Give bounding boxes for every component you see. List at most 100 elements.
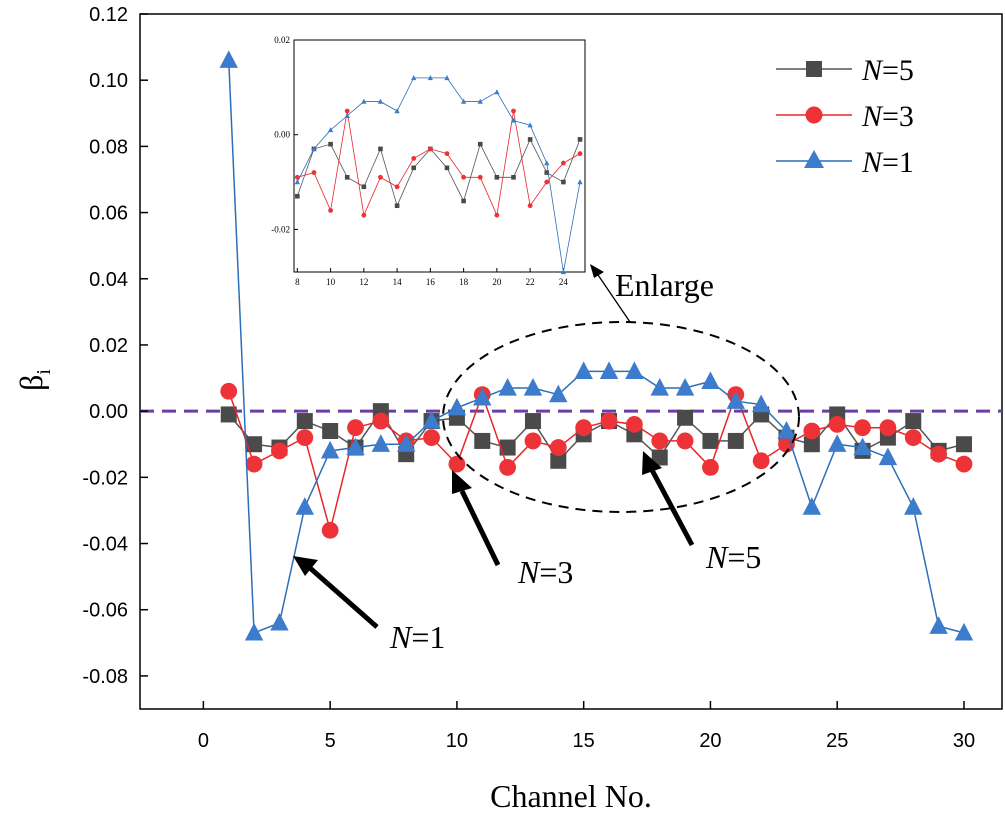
data-point-n1 [777,421,796,439]
data-point-n3 [600,412,618,430]
data-point-n3 [676,432,694,450]
data-point-n1 [397,434,416,452]
inset-data-point-n3 [560,160,566,166]
data-point-n1 [244,622,264,641]
data-point-n1 [599,361,619,380]
legend-label-n5: N=5 [861,54,914,87]
annotation-label-n3: N=3 [517,554,573,590]
x-tick-label: 5 [325,730,336,752]
legend-item-n1: N=1 [776,146,914,179]
legend-label-n1: N=1 [861,146,914,179]
annotation-arrow-n5 [642,451,695,547]
data-point-n3 [752,452,770,470]
inset-data-point-n3 [511,108,516,114]
inset-x-tick-label: 16 [426,277,436,287]
inset-data-point-n1 [427,75,433,81]
inset-data-point-n3 [544,179,550,185]
data-point-n1 [498,377,517,396]
data-point-n3 [930,445,948,463]
data-point-n1 [726,391,745,409]
inset-data-point-n1 [377,98,384,104]
data-point-n3 [321,521,339,539]
inset-data-point-n5 [394,203,400,209]
data-point-n1 [828,434,847,452]
legend-item-n3: N=3 [776,100,914,133]
data-point-n3 [803,422,821,440]
data-point-n3 [549,439,567,456]
data-point-n1 [878,447,898,466]
data-point-n1 [751,394,771,413]
enlarge-label: Enlarge [615,267,714,303]
inset-data-point-n1 [477,98,483,104]
data-point-n3 [448,455,466,473]
x-tick-label: 30 [953,730,975,752]
inset-data-point-n3 [344,108,350,114]
svg-text:βi: βi [13,369,55,391]
inset-x-tick-label: 22 [526,277,535,287]
inset-x-tick-label: 14 [393,277,403,287]
inset-x-tick-label: 12 [359,277,368,287]
y-tick-label: 0.00 [89,401,128,423]
data-point-n5 [651,449,668,466]
inset-data-point-n1 [344,112,350,118]
data-point-n5 [702,432,719,449]
data-point-n3 [524,432,542,450]
data-point-n1 [346,437,365,456]
data-point-n3 [220,382,238,400]
series-line-n5 [228,409,965,462]
inset-series-n1 [294,75,583,275]
inset-data-point-n5 [577,137,583,142]
data-point-n3 [423,429,440,447]
inset-data-point-n5 [295,193,300,199]
data-point-n3 [271,442,288,460]
inset-data-point-n3 [394,184,400,190]
annotation-arrow-n3 [452,470,501,567]
inset-series-line-n5 [296,138,581,207]
inset-data-point-n1 [361,98,367,104]
data-point-n5 [499,439,516,456]
series-n1 [219,50,974,641]
y-tick-label: 0.04 [89,269,128,291]
data-point-n1 [473,387,492,406]
data-point-n5 [474,432,491,449]
series-n5 [220,403,972,469]
inset-data-point-n5 [328,141,333,147]
inset-data-point-n1 [510,117,517,123]
data-point-n1 [295,497,314,515]
data-point-n1 [523,377,543,396]
data-point-n5 [803,436,820,453]
inset-data-point-n1 [460,98,467,104]
inset-data-point-n3 [461,174,467,180]
data-point-n1 [701,371,720,389]
inset-data-point-n5 [461,198,466,204]
inset-data-point-n1 [560,269,567,275]
data-point-n3 [245,455,263,473]
data-point-n1 [802,497,822,515]
inset-y-tick-label: 0.02 [274,35,290,45]
inset-data-point-n5 [361,184,367,190]
data-point-n3 [651,432,669,450]
inset-data-point-n3 [378,174,383,180]
y-axis-title: βi [13,369,55,391]
data-point-n3 [879,419,897,437]
inset-series-line-n1 [296,77,581,273]
inset-data-point-n1 [544,160,550,166]
data-point-n1 [219,50,238,68]
inset-data-point-n3 [577,151,583,157]
inset-data-point-n1 [444,75,450,81]
y-tick-label: 0.02 [89,335,128,357]
legend: N=5 N=3 N=1 [776,54,914,179]
y-tick-label: 0.12 [89,4,128,26]
inset-data-point-n3 [328,208,333,213]
data-point-n5 [246,436,263,453]
data-point-n3 [955,455,973,473]
inset-data-point-n5 [561,179,566,185]
x-tick-label: 25 [826,730,848,752]
data-point-n1 [625,361,644,380]
y-tick-label: 0.08 [89,136,128,158]
series-n3 [220,382,973,539]
x-tick-label: 0 [198,730,209,752]
legend-item-n5: N=5 [776,54,914,87]
inset-data-point-n1 [411,75,417,81]
data-point-n1 [954,622,974,641]
